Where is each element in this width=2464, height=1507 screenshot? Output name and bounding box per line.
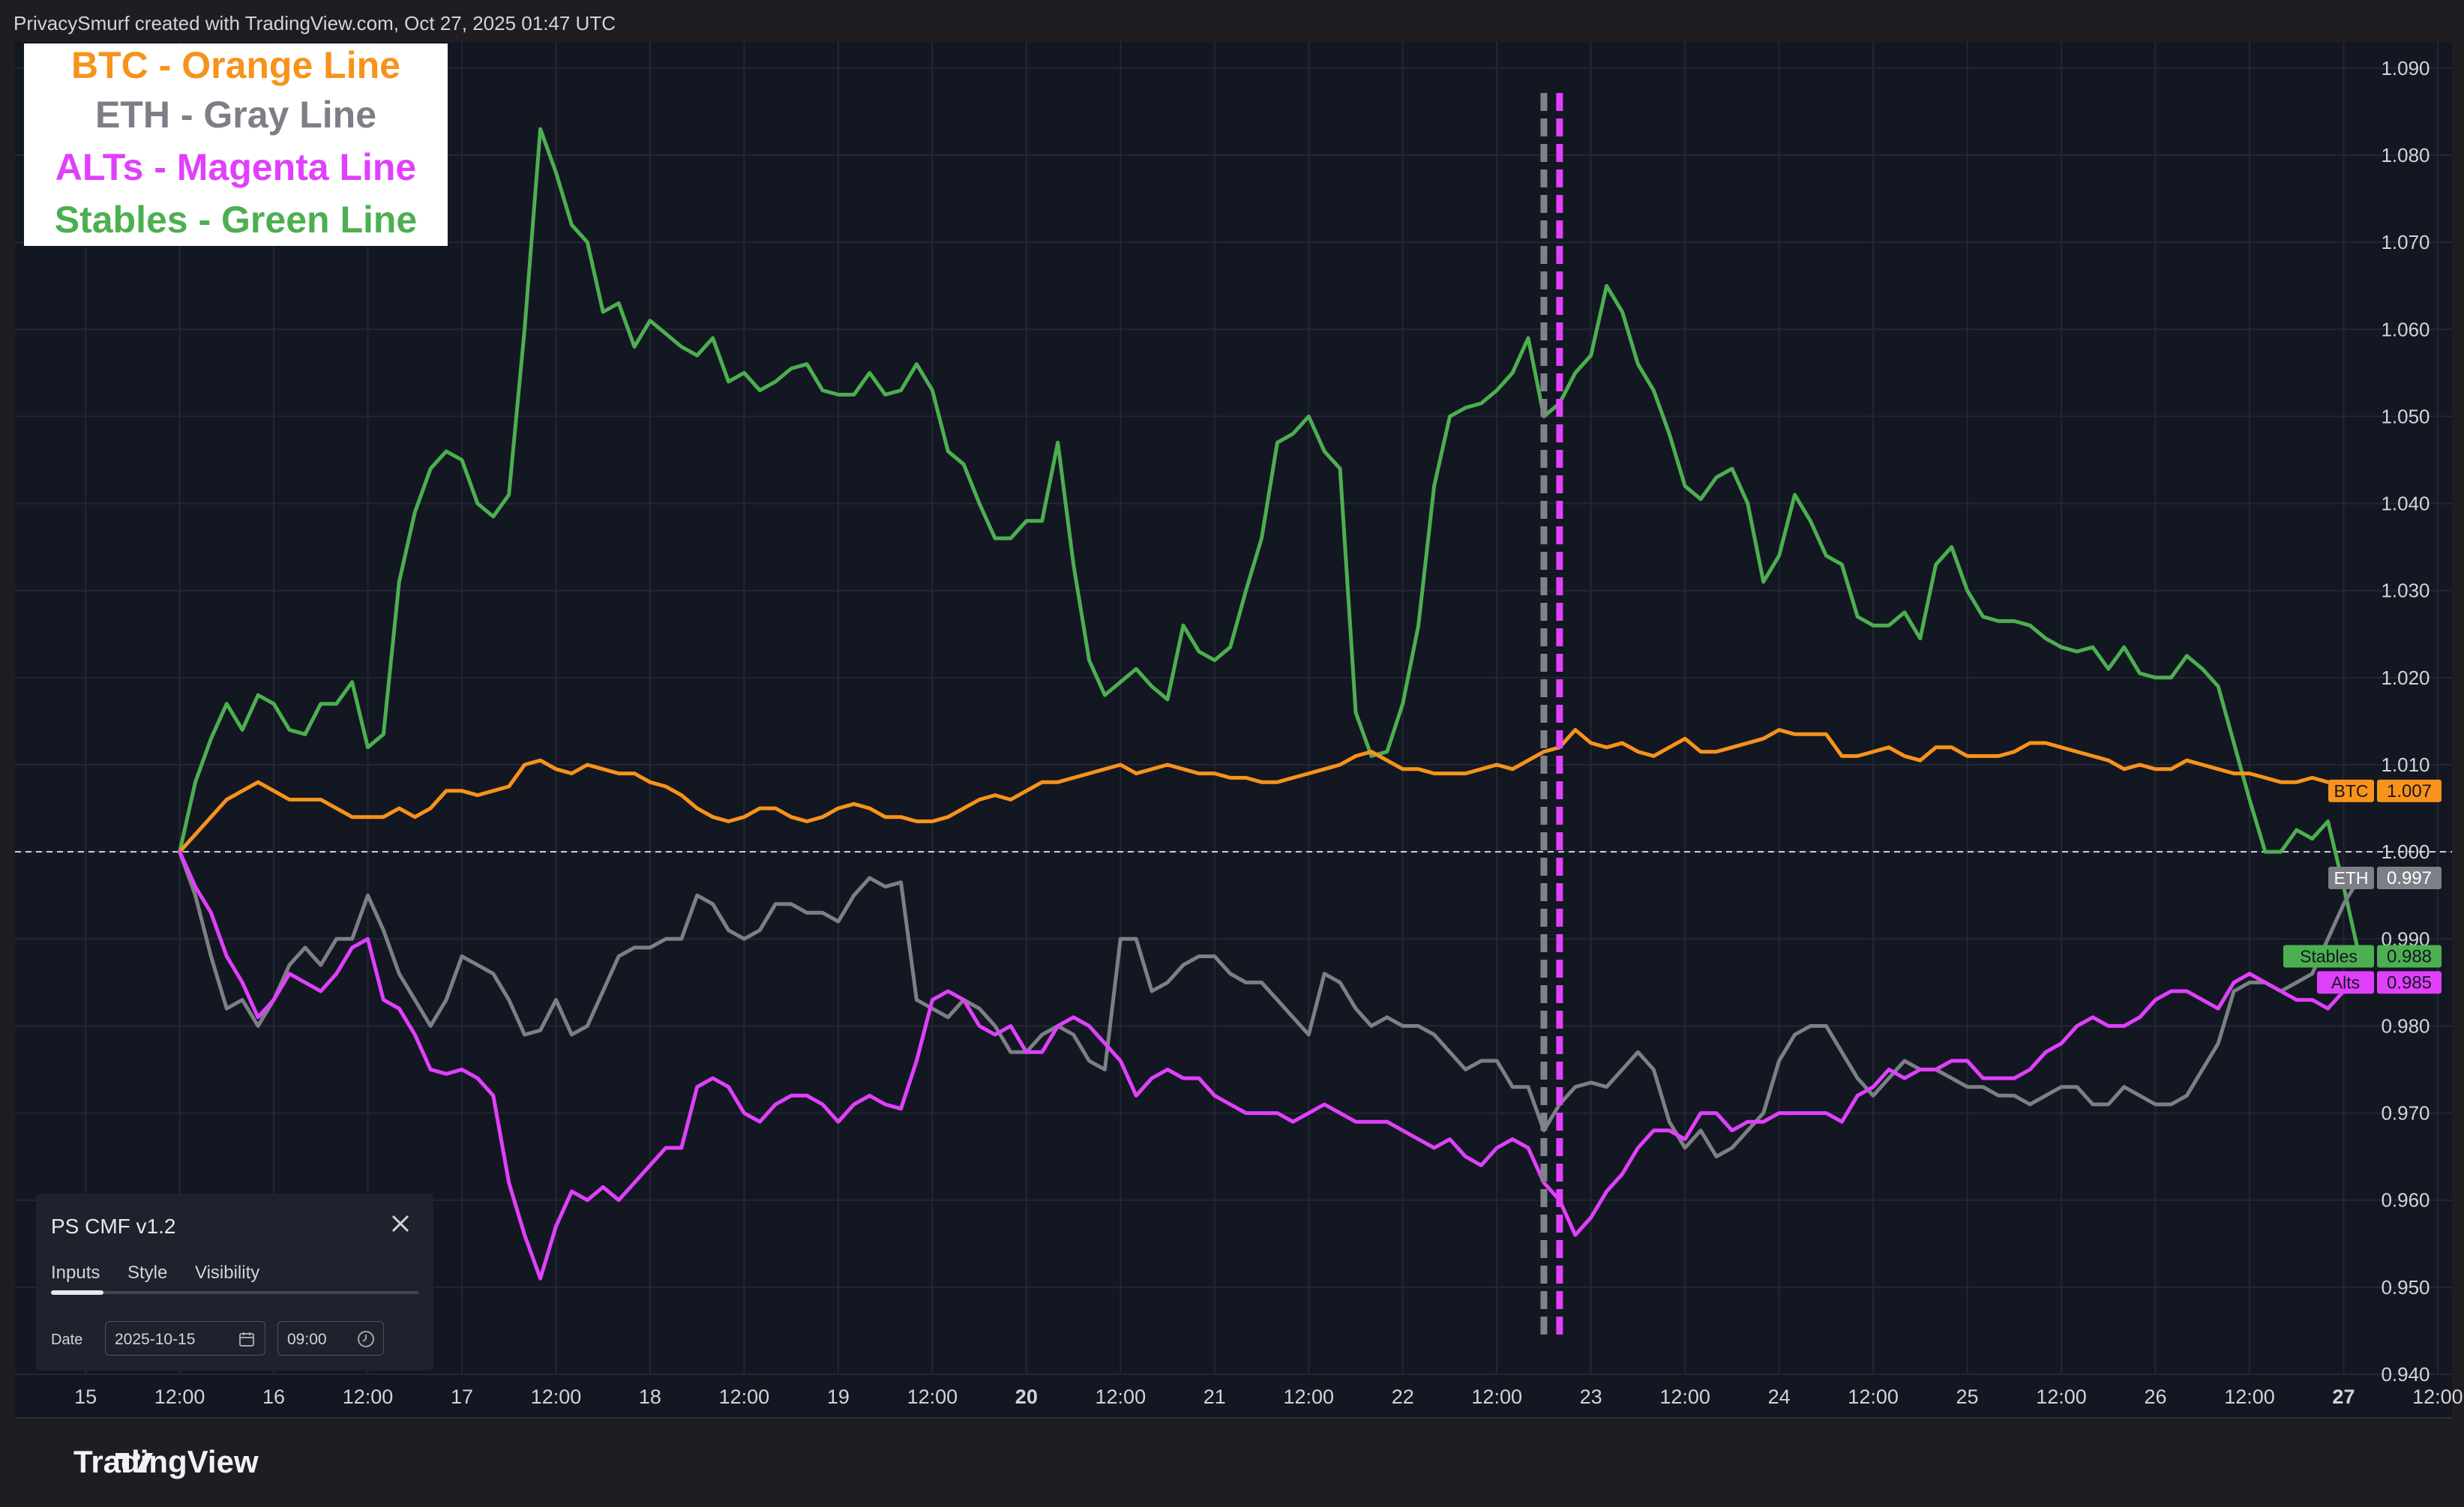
alts-label-name: Alts: [2331, 972, 2360, 992]
btc-label-name: BTC: [2334, 781, 2369, 801]
tradingview-logo-icon: [115, 1453, 153, 1473]
x-tick-label: 22: [1392, 1386, 1414, 1408]
y-tick-label: 0.960: [2381, 1189, 2430, 1212]
panel-title: PS CMF v1.2: [51, 1215, 176, 1238]
y-axis: 1.090 1.080 1.070 1.060 1.050 1.040 1.030 1.020…: [2381, 57, 2430, 1386]
eth-label-name: ETH: [2334, 868, 2369, 888]
x-tick-label: 24: [1768, 1386, 1791, 1408]
legend-stables: Stables - Green Line: [54, 199, 418, 241]
tab-track: [51, 1291, 418, 1294]
indicator-settings-panel: PS CMF v1.2 Inputs Style Visibility Date…: [36, 1194, 433, 1371]
y-tick-label: 1.010: [2381, 754, 2430, 776]
active-tab-indicator: [51, 1290, 103, 1295]
x-tick-label: 12:00: [1848, 1386, 1899, 1408]
x-tick-label: 18: [639, 1386, 661, 1408]
btc-label-value: 1.007: [2387, 781, 2432, 801]
x-tick-label: 23: [1580, 1386, 1602, 1408]
y-tick-label: 1.050: [2381, 405, 2430, 427]
close-icon[interactable]: [385, 1209, 415, 1239]
legend-btc: BTC - Orange Line: [71, 44, 400, 86]
date-label: Date: [51, 1332, 83, 1348]
legend-eth: ETH - Gray Line: [94, 94, 377, 136]
alts-line: [178, 849, 2361, 1281]
y-tick-label: 1.060: [2381, 318, 2430, 340]
y-tick-label: 0.950: [2381, 1276, 2430, 1299]
stables-label-name-bg: [2283, 945, 2374, 968]
x-tick-label: 12:00: [1471, 1386, 1522, 1408]
price-labels: Stables 0.988 BTC 1.007 ETH 0.997 Alts 0.985: [2283, 779, 2442, 994]
chart-attribution: PrivacySmurf created with TradingView.co…: [13, 12, 616, 34]
x-tick-label: 17: [451, 1386, 473, 1408]
x-tick-label: 12:00: [719, 1386, 770, 1408]
x-tick-label: 27: [2332, 1386, 2355, 1408]
time-input[interactable]: 09:00: [277, 1321, 384, 1356]
alts-label-value-bg: [2377, 971, 2442, 994]
plot-background: [15, 42, 2452, 1418]
eth-label-name-bg: [2328, 866, 2374, 889]
x-tick-label: 12:00: [1096, 1386, 1147, 1408]
x-tick-label: 12:00: [531, 1386, 582, 1408]
y-tick-label: 1.040: [2381, 493, 2430, 515]
alts-label-value: 0.985: [2387, 972, 2432, 993]
y-tick-label: 1.070: [2381, 231, 2430, 253]
y-tick-label: 0.970: [2381, 1102, 2430, 1125]
tab-style[interactable]: Style: [127, 1263, 168, 1283]
x-tick-label: 15: [74, 1386, 97, 1408]
x-axis: 15 12:00 16 12:00 17 12:00 18 12:00 19 12:00 20 12:…: [74, 1386, 2463, 1408]
btc-label-value-bg: [2377, 779, 2442, 802]
y-tick-label: 1.020: [2381, 667, 2430, 689]
x-tick-label: 12:00: [343, 1386, 394, 1408]
stables-label-name: Stables: [2300, 947, 2358, 966]
eth-line: [178, 849, 2361, 1159]
tab-inputs[interactable]: Inputs: [51, 1263, 100, 1283]
vertical-markers: [1540, 93, 1563, 1342]
series-legend: BTC - Orange Line ETH - Gray Line ALTs -…: [24, 43, 448, 246]
x-tick-label: 21: [1204, 1386, 1226, 1408]
grid: [15, 42, 2452, 1419]
x-tick-label: 12:00: [1283, 1386, 1334, 1408]
stables-label-value-bg: [2377, 945, 2442, 968]
series-lines: [178, 127, 2361, 1281]
btc-line: [178, 728, 2361, 854]
time-value: 09:00: [287, 1331, 327, 1348]
eth-label-value-bg: [2377, 866, 2442, 889]
stables-label-value: 0.988: [2387, 947, 2432, 967]
legend-alts: ALTs - Magenta Line: [55, 146, 417, 188]
tab-visibility[interactable]: Visibility: [195, 1263, 260, 1283]
y-tick-label: 0.940: [2381, 1363, 2430, 1386]
x-tick-label: 12:00: [2224, 1386, 2275, 1408]
btc-label-name-bg: [2328, 779, 2374, 802]
y-tick-label: 1.090: [2381, 57, 2430, 79]
x-tick-label: 25: [1956, 1386, 1979, 1408]
x-tick-label: 19: [827, 1386, 850, 1408]
x-tick-label: 20: [1015, 1386, 1038, 1408]
x-tick-label: 12:00: [2412, 1386, 2463, 1408]
clock-icon[interactable]: [356, 1329, 376, 1349]
date-value: 2025-10-15: [115, 1331, 196, 1348]
x-tick-label: 26: [2144, 1386, 2166, 1408]
x-tick-label: 12:00: [2036, 1386, 2087, 1408]
alts-label-name-bg: [2317, 971, 2374, 994]
y-tick-label: 1.030: [2381, 580, 2430, 602]
x-tick-label: 12:00: [1659, 1386, 1710, 1408]
y-tick-label: 1.080: [2381, 144, 2430, 166]
calendar-icon[interactable]: [238, 1330, 256, 1348]
x-tick-label: 16: [262, 1386, 285, 1408]
x-tick-label: 12:00: [907, 1386, 958, 1408]
y-tick-label: 0.980: [2381, 1014, 2430, 1037]
x-tick-label: 12:00: [154, 1386, 205, 1408]
stables-line: [178, 127, 2361, 958]
date-input[interactable]: 2025-10-15: [105, 1321, 265, 1356]
tradingview-brand: TradingView: [73, 1444, 259, 1479]
eth-label-value: 0.997: [2387, 868, 2432, 888]
